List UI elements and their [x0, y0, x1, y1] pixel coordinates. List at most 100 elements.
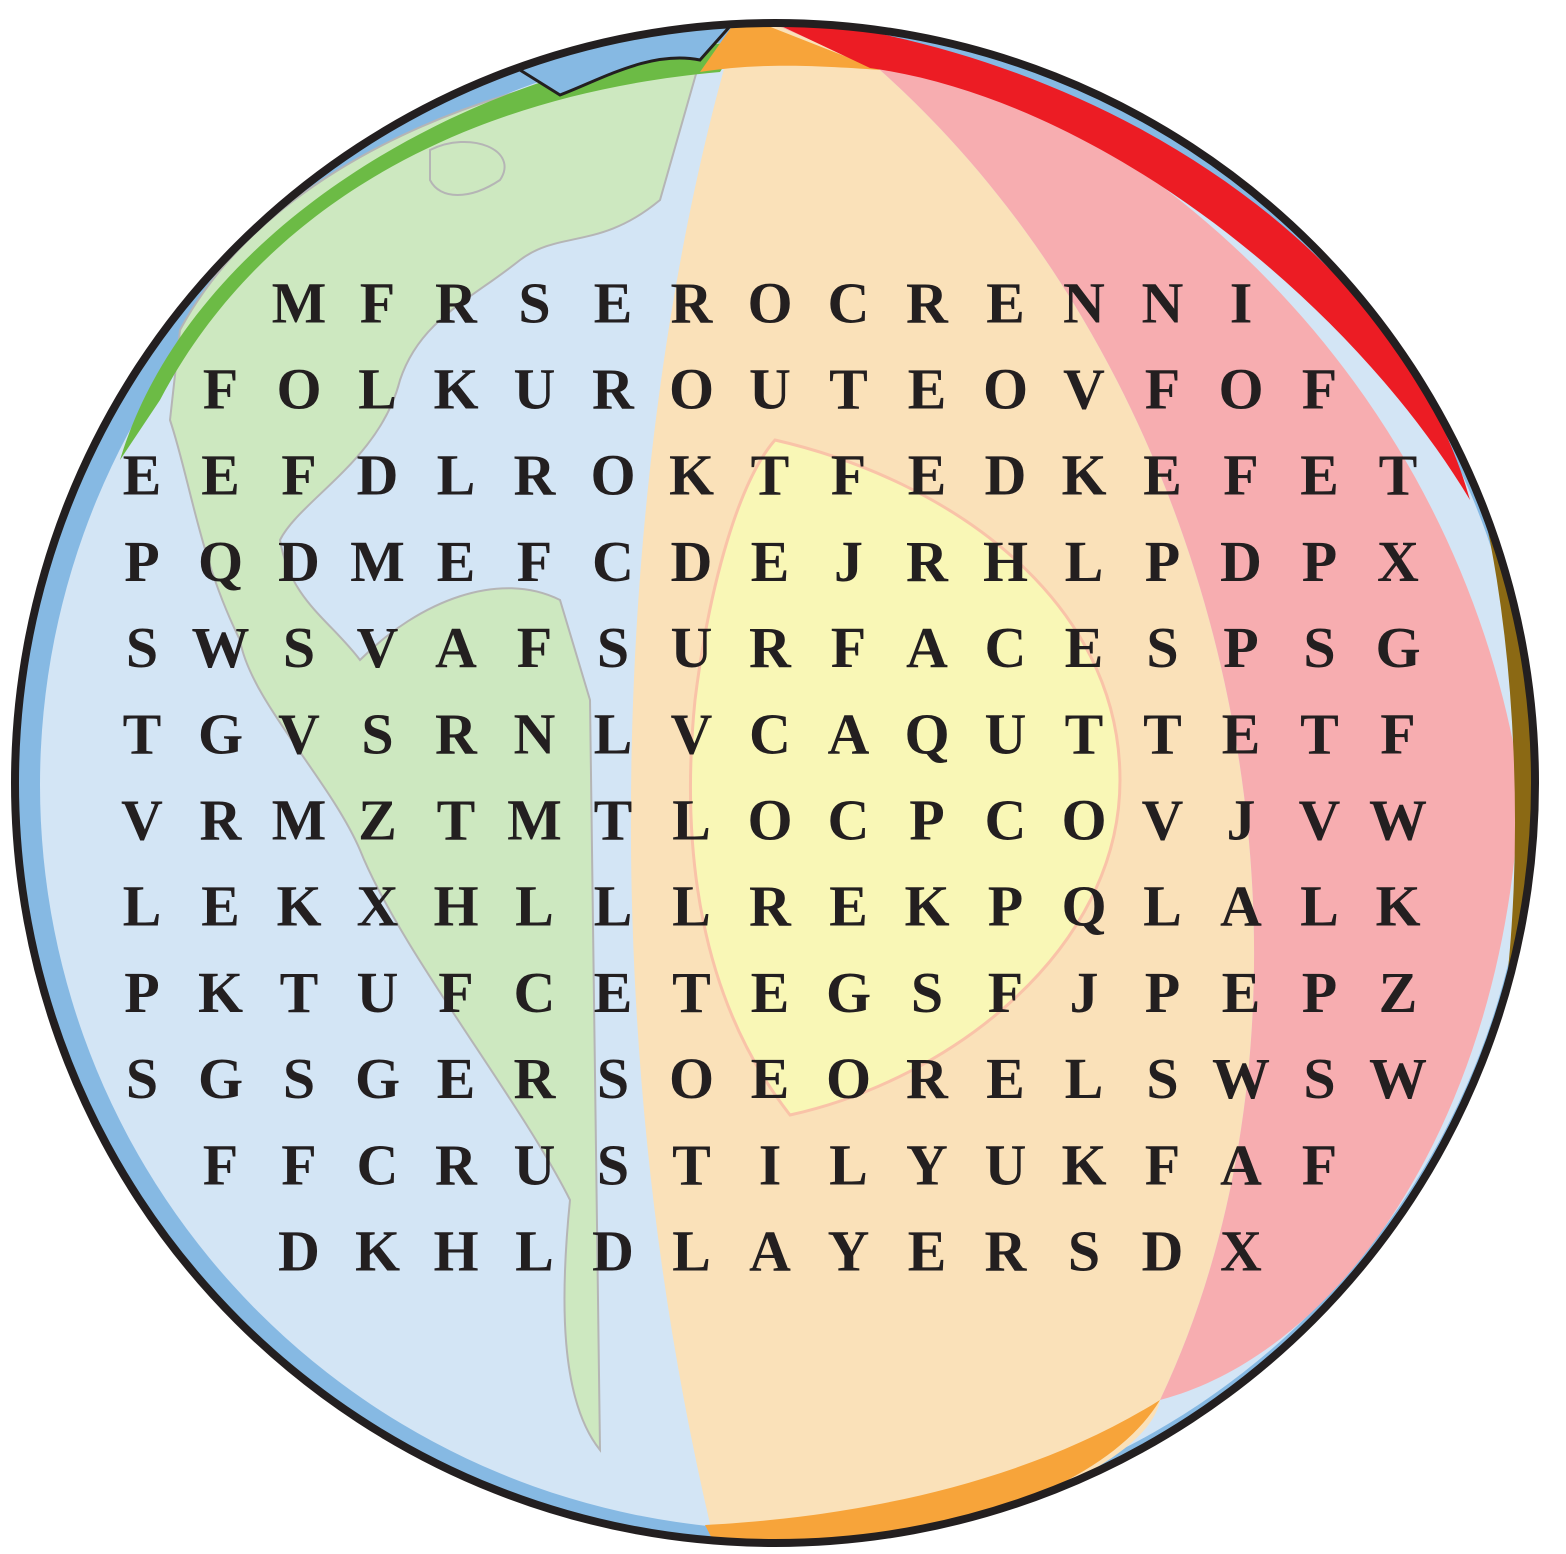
grid-letter[interactable]: K	[1061, 443, 1106, 508]
grid-letter[interactable]: Z	[1379, 960, 1418, 1025]
grid-letter[interactable]: W	[1369, 1046, 1427, 1111]
grid-letter[interactable]: R	[985, 1219, 1028, 1284]
grid-letter[interactable]: R	[200, 788, 243, 853]
grid-letter[interactable]: G	[198, 701, 243, 766]
grid-letter[interactable]: R	[671, 270, 714, 335]
grid-letter[interactable]: T	[1300, 701, 1339, 766]
grid-letter[interactable]: T	[672, 1132, 711, 1197]
grid-letter[interactable]: F	[1302, 1132, 1337, 1197]
grid-letter[interactable]: O	[1218, 357, 1263, 422]
grid-letter[interactable]: Q	[1061, 874, 1106, 939]
grid-letter[interactable]: E	[751, 960, 790, 1025]
grid-letter[interactable]: D	[278, 1219, 320, 1284]
grid-letter[interactable]: J	[1070, 960, 1099, 1025]
grid-letter[interactable]: N	[514, 701, 556, 766]
grid-letter[interactable]: F	[281, 1132, 316, 1197]
grid-letter[interactable]: P	[1145, 529, 1180, 594]
grid-letter[interactable]: U	[514, 357, 556, 422]
grid-letter[interactable]: W	[192, 615, 250, 680]
grid-letter[interactable]: U	[357, 960, 399, 1025]
grid-letter[interactable]: O	[590, 443, 635, 508]
grid-letter[interactable]: M	[350, 529, 405, 594]
grid-letter[interactable]: C	[749, 701, 791, 766]
grid-letter[interactable]: C	[985, 788, 1027, 853]
grid-letter[interactable]: L	[672, 874, 711, 939]
grid-letter[interactable]: E	[751, 529, 790, 594]
grid-letter[interactable]: J	[834, 529, 863, 594]
grid-letter[interactable]: F	[831, 615, 866, 680]
grid-letter[interactable]: P	[988, 874, 1023, 939]
grid-letter[interactable]: G	[355, 1046, 400, 1111]
grid-letter[interactable]: G	[1375, 615, 1420, 680]
grid-letter[interactable]: N	[1063, 270, 1105, 335]
grid-letter[interactable]: U	[985, 701, 1027, 766]
grid-letter[interactable]: A	[749, 1219, 791, 1284]
grid-letter[interactable]: S	[1146, 1046, 1178, 1111]
grid-letter[interactable]: Z	[358, 788, 397, 853]
grid-letter[interactable]: H	[983, 529, 1028, 594]
grid-letter[interactable]: F	[517, 529, 552, 594]
grid-letter[interactable]: F	[203, 1132, 238, 1197]
grid-letter[interactable]: F	[1145, 357, 1180, 422]
grid-letter[interactable]: S	[1068, 1219, 1100, 1284]
grid-letter[interactable]: C	[828, 788, 870, 853]
grid-letter[interactable]: R	[435, 1132, 478, 1197]
grid-letter[interactable]: T	[123, 701, 162, 766]
grid-letter[interactable]: E	[437, 1046, 476, 1111]
grid-letter[interactable]: L	[437, 443, 476, 508]
grid-letter[interactable]: L	[1300, 874, 1339, 939]
grid-letter[interactable]: S	[283, 1046, 315, 1111]
grid-letter[interactable]: R	[592, 357, 635, 422]
grid-letter[interactable]: K	[433, 357, 478, 422]
grid-letter[interactable]: L	[1065, 1046, 1104, 1111]
grid-letter[interactable]: P	[124, 529, 159, 594]
grid-letter[interactable]: L	[594, 701, 633, 766]
grid-letter[interactable]: V	[121, 788, 163, 853]
grid-letter[interactable]: F	[1302, 357, 1337, 422]
grid-letter[interactable]: M	[272, 788, 327, 853]
grid-letter[interactable]: S	[597, 1132, 629, 1197]
grid-letter[interactable]: E	[829, 874, 868, 939]
grid-letter[interactable]: K	[1061, 1132, 1106, 1197]
grid-letter[interactable]: E	[437, 529, 476, 594]
grid-letter[interactable]: D	[1220, 529, 1262, 594]
grid-letter[interactable]: N	[1142, 270, 1184, 335]
grid-letter[interactable]: J	[1227, 788, 1256, 853]
grid-letter[interactable]: A	[828, 701, 870, 766]
grid-letter[interactable]: E	[594, 270, 633, 335]
grid-letter[interactable]: X	[1220, 1219, 1262, 1284]
grid-letter[interactable]: A	[1220, 874, 1262, 939]
grid-letter[interactable]: F	[1145, 1132, 1180, 1197]
grid-letter[interactable]: E	[201, 443, 240, 508]
grid-letter[interactable]: T	[829, 357, 868, 422]
grid-letter[interactable]: L	[358, 357, 397, 422]
grid-letter[interactable]: O	[276, 357, 321, 422]
grid-letter[interactable]: U	[749, 357, 791, 422]
grid-letter[interactable]: Y	[828, 1219, 870, 1284]
grid-letter[interactable]: Y	[906, 1132, 948, 1197]
grid-letter[interactable]: V	[278, 701, 320, 766]
grid-letter[interactable]: D	[278, 529, 320, 594]
grid-letter[interactable]: D	[357, 443, 399, 508]
grid-letter[interactable]: W	[1212, 1046, 1270, 1111]
grid-letter[interactable]: R	[906, 529, 949, 594]
grid-letter[interactable]: U	[671, 615, 713, 680]
grid-letter[interactable]: F	[1223, 443, 1258, 508]
grid-letter[interactable]: A	[906, 615, 948, 680]
grid-letter[interactable]: F	[988, 960, 1023, 1025]
grid-letter[interactable]: F	[360, 270, 395, 335]
grid-letter[interactable]: I	[759, 1132, 782, 1197]
grid-letter[interactable]: L	[1143, 874, 1182, 939]
grid-letter[interactable]: C	[985, 615, 1027, 680]
grid-letter[interactable]: C	[828, 270, 870, 335]
grid-letter[interactable]: E	[986, 270, 1025, 335]
grid-letter[interactable]: F	[203, 357, 238, 422]
grid-letter[interactable]: S	[361, 701, 393, 766]
grid-letter[interactable]: R	[435, 270, 478, 335]
grid-letter[interactable]: E	[201, 874, 240, 939]
grid-letter[interactable]: T	[1065, 701, 1104, 766]
grid-letter[interactable]: T	[437, 788, 476, 853]
grid-letter[interactable]: S	[911, 960, 943, 1025]
grid-letter[interactable]: S	[126, 1046, 158, 1111]
grid-letter[interactable]: E	[908, 1219, 947, 1284]
